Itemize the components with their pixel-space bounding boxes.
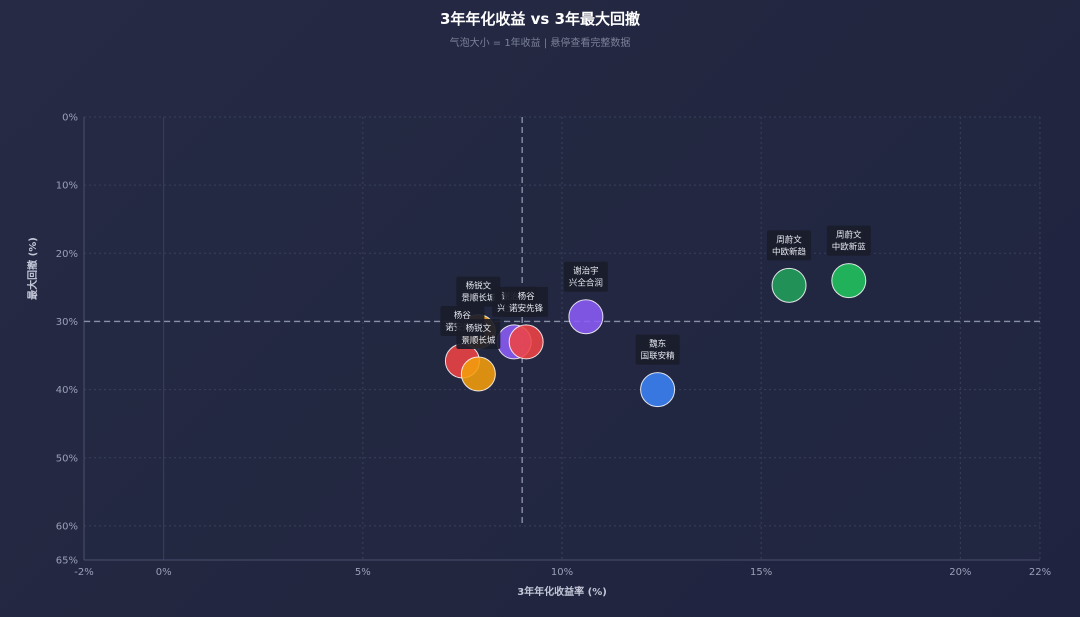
y-tick-label: 40% [56,385,78,396]
bubble-label-box [563,261,608,292]
bubble-label-fund: 中欧新趋 [772,246,807,257]
x-tick-label: 20% [949,567,971,578]
bubble-4[interactable] [460,356,496,392]
y-tick-label: 50% [56,453,78,464]
bubble-label-manager: 杨谷 [454,310,472,321]
x-tick-label: 15% [750,567,772,578]
bubble-label-manager: 谢治宇 [573,266,599,277]
y-tick-label: 30% [56,317,78,328]
y-tick-label: 0% [62,113,78,124]
y-tick-label: 65% [56,556,78,567]
y-axis-title: 最大回撤 (%) [26,237,39,300]
bubble-label-box [504,286,549,317]
bubble-label-box [635,334,680,365]
bubble-label-box [456,276,501,307]
bubble-label-manager: 杨锐文 [466,323,492,334]
chart-subtitle: 气泡大小 = 1年收益 | 悬停查看完整数据 [449,38,631,49]
bubble-label-manager: 周蔚文 [776,234,802,245]
x-tick-label: 5% [355,567,371,578]
y-tick-label: 60% [56,521,78,532]
bubble-8[interactable] [831,263,867,299]
bubble-6[interactable] [640,372,676,408]
bubble-label-manager: 杨锐文 [466,281,492,292]
bubble-label-fund: 景顺长城 [461,335,496,346]
bubble-label-fund: 国联安精 [641,351,676,362]
x-tick-label: 0% [156,567,172,578]
bubble-7[interactable] [771,267,807,303]
y-tick-label: 10% [56,181,78,192]
bubble-label-fund: 诺安先锋 [509,303,544,314]
x-axis-title: 3年年化收益率 (%) [517,585,607,598]
x-tick-label: 22% [1029,567,1051,578]
bubble-label-manager: 杨谷 [518,291,536,302]
y-tick-label: 20% [56,249,78,260]
bubble-label-manager: 魏东 [649,339,666,350]
bubble-label-fund: 兴全合润 [569,278,603,289]
x-tick-label: -2% [74,567,93,578]
chart-title: 3年年化收益 vs 3年最大回撤 [439,10,641,28]
bubble-label-box [826,225,871,256]
bubble-label-fund: 景顺长城 [461,293,496,304]
bubble-label-box [456,318,501,349]
bubble-3[interactable] [508,324,544,360]
x-tick-label: 10% [551,567,573,578]
bubble-label-fund: 中欧新蓝 [832,242,867,253]
bubble-5[interactable] [568,299,604,335]
bubble-label-box [767,230,812,261]
bubble-label-manager: 周蔚文 [836,230,862,241]
